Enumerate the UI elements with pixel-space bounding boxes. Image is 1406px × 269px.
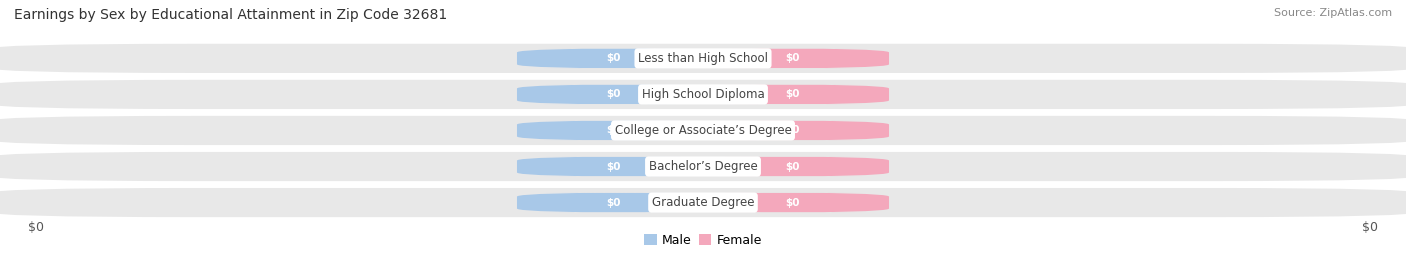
Text: $0: $0 — [28, 221, 44, 233]
Text: Earnings by Sex by Educational Attainment in Zip Code 32681: Earnings by Sex by Educational Attainmen… — [14, 8, 447, 22]
Text: $0: $0 — [1362, 221, 1378, 233]
Text: Bachelor’s Degree: Bachelor’s Degree — [648, 160, 758, 173]
FancyBboxPatch shape — [0, 188, 1406, 217]
Text: $0: $0 — [786, 89, 800, 100]
FancyBboxPatch shape — [0, 44, 1406, 73]
Text: $0: $0 — [606, 161, 620, 172]
Text: High School Diploma: High School Diploma — [641, 88, 765, 101]
FancyBboxPatch shape — [517, 192, 710, 213]
FancyBboxPatch shape — [0, 152, 1406, 181]
FancyBboxPatch shape — [517, 84, 710, 105]
FancyBboxPatch shape — [696, 120, 889, 141]
FancyBboxPatch shape — [696, 192, 889, 213]
FancyBboxPatch shape — [696, 156, 889, 177]
Text: $0: $0 — [606, 197, 620, 208]
FancyBboxPatch shape — [517, 120, 710, 141]
FancyBboxPatch shape — [0, 80, 1406, 109]
Text: $0: $0 — [786, 197, 800, 208]
Text: $0: $0 — [786, 53, 800, 63]
Text: Graduate Degree: Graduate Degree — [652, 196, 754, 209]
Text: $0: $0 — [606, 89, 620, 100]
Text: $0: $0 — [606, 125, 620, 136]
Text: $0: $0 — [786, 161, 800, 172]
Text: $0: $0 — [606, 53, 620, 63]
Text: College or Associate’s Degree: College or Associate’s Degree — [614, 124, 792, 137]
FancyBboxPatch shape — [696, 48, 889, 69]
Text: Less than High School: Less than High School — [638, 52, 768, 65]
Text: $0: $0 — [786, 125, 800, 136]
Legend: Male, Female: Male, Female — [644, 234, 762, 247]
FancyBboxPatch shape — [517, 156, 710, 177]
FancyBboxPatch shape — [517, 48, 710, 69]
FancyBboxPatch shape — [696, 84, 889, 105]
Text: Source: ZipAtlas.com: Source: ZipAtlas.com — [1274, 8, 1392, 18]
FancyBboxPatch shape — [0, 116, 1406, 145]
